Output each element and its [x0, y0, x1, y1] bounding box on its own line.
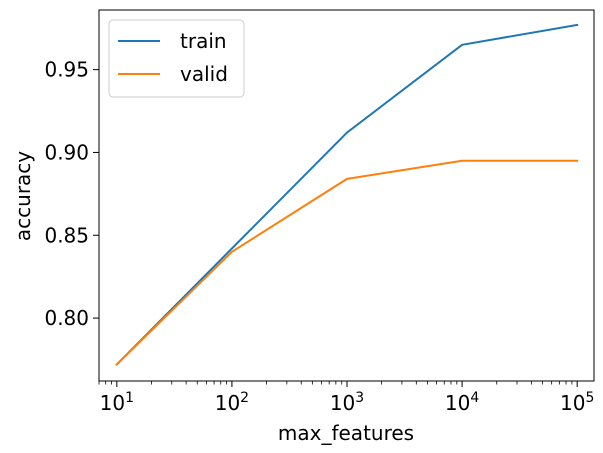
y-axis-label: accuracy — [11, 151, 35, 241]
x-tick-label: 102 — [215, 390, 249, 415]
y-tick-label: 0.85 — [44, 223, 89, 247]
series-line-valid — [115, 159, 579, 366]
y-tick-label: 0.95 — [44, 58, 89, 82]
x-tick-label: 103 — [330, 390, 364, 415]
plot-frame — [98, 9, 595, 382]
series-layer — [115, 23, 579, 366]
x-tick-label: 104 — [445, 390, 479, 415]
legend: train valid — [108, 19, 245, 98]
y-tick-label: 0.80 — [44, 306, 89, 330]
series-line-train — [115, 23, 579, 366]
legend-box — [108, 19, 245, 98]
legend-label-train: train — [180, 29, 227, 53]
legend-label-valid: valid — [180, 62, 228, 86]
x-axis-label: max_features — [278, 421, 414, 445]
x-tick-label: 101 — [100, 390, 134, 415]
y-tick-label: 0.90 — [44, 140, 89, 164]
x-axis-ticks: 101 102 103 104 105 — [98, 381, 594, 415]
x-tick-label: 105 — [560, 390, 594, 415]
y-axis-ticks: 0.80 0.85 0.90 0.95 — [44, 58, 99, 330]
